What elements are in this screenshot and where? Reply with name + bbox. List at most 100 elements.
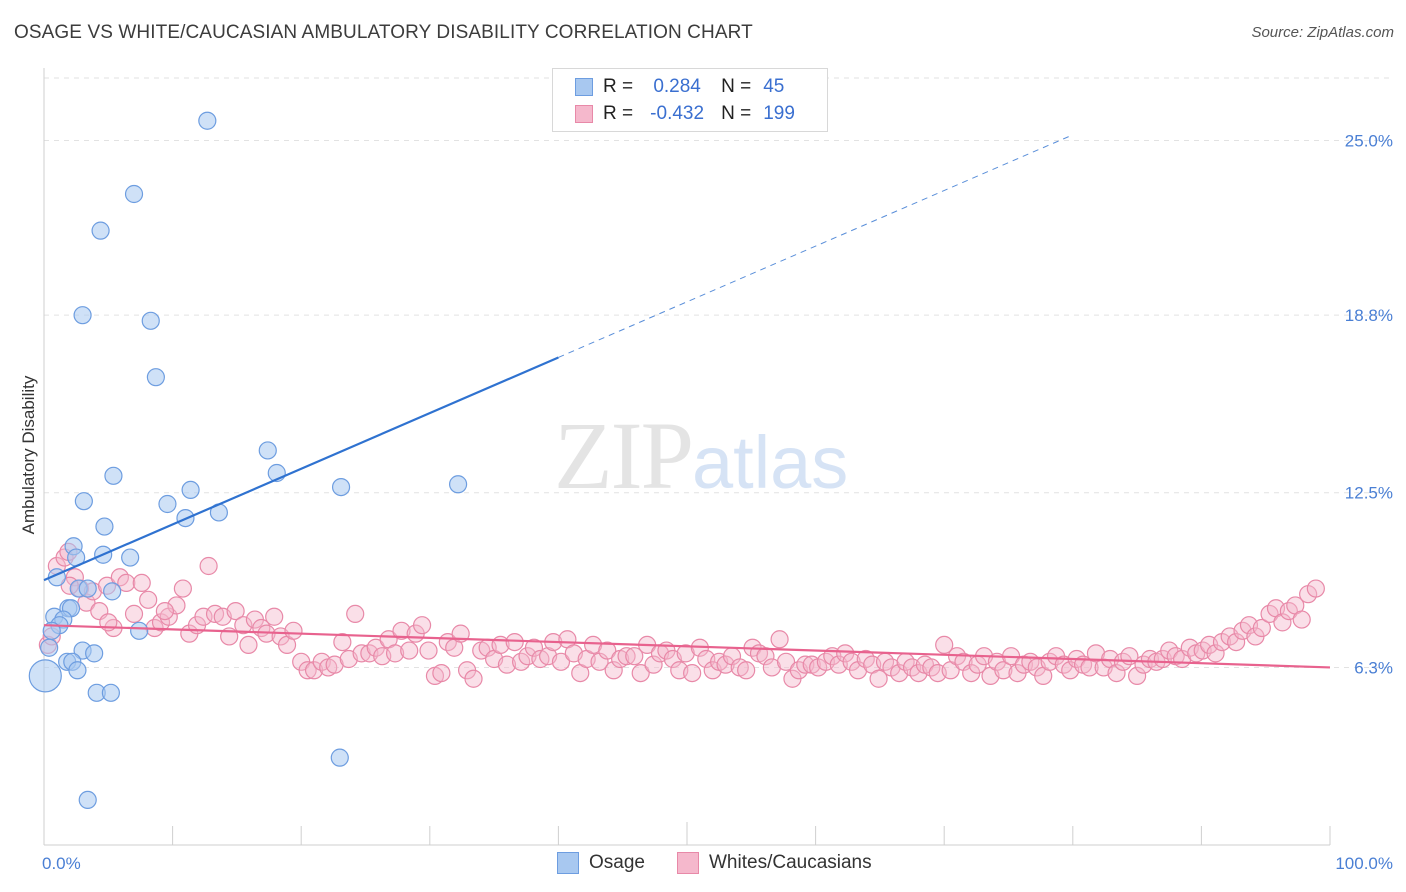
white-point — [239, 635, 258, 655]
white-point — [265, 607, 284, 626]
white-point — [234, 616, 253, 635]
white-point — [505, 632, 524, 652]
y-tick-label: 25.0% — [1345, 131, 1393, 150]
white-point — [776, 652, 796, 671]
y-tick-label: 6.3% — [1354, 658, 1393, 677]
legend-row-white: R = -0.432 N = 199 — [575, 102, 795, 126]
white-point — [737, 661, 756, 680]
white-point — [598, 641, 617, 660]
white-point — [1273, 613, 1292, 632]
white-point — [400, 641, 419, 660]
white-point — [392, 621, 411, 640]
white-point — [1227, 632, 1246, 652]
osage-legend-swatch — [557, 852, 579, 874]
white-point — [139, 590, 158, 609]
white-legend-label: Whites/Caucasians — [709, 852, 872, 873]
osage-point — [104, 466, 123, 485]
osage-n-value: 45 — [763, 76, 785, 97]
osage-point — [91, 221, 110, 240]
axes — [43, 68, 1331, 846]
white-point — [1107, 663, 1126, 683]
osage-point — [258, 441, 277, 460]
white-point — [1252, 618, 1271, 638]
white-point — [1127, 666, 1147, 686]
white-point — [464, 669, 483, 688]
osage-r-value: 0.284 — [653, 76, 701, 97]
white-point — [199, 556, 218, 576]
white-legend-swatch — [677, 852, 699, 874]
white-point — [617, 647, 636, 666]
chart-title: OSAGE VS WHITE/CAUCASIAN AMBULATORY DISA… — [14, 22, 753, 43]
white-point — [1292, 610, 1311, 629]
osage-point — [141, 311, 160, 330]
legend-row-osage: R = 0.284 N = 45 — [575, 75, 784, 99]
white-r-label: R = — [603, 103, 634, 124]
osage-points — [28, 111, 468, 810]
white-point — [1306, 579, 1325, 598]
osage-point — [95, 517, 114, 536]
osage-point — [74, 492, 93, 511]
white-points — [38, 542, 1325, 688]
white-point — [1206, 644, 1225, 663]
y-tick-label: 12.5% — [1345, 484, 1393, 503]
source-credit: Source: ZipAtlas.com — [1251, 24, 1394, 41]
white-point — [419, 641, 438, 660]
osage-point — [124, 184, 144, 204]
y-tick-label: 18.8% — [1345, 306, 1393, 325]
white-point — [524, 638, 544, 657]
x-tick-label: 100.0% — [1335, 854, 1393, 873]
white-point — [173, 579, 192, 598]
osage-point — [85, 644, 104, 663]
osage-point — [181, 480, 200, 500]
white-r-value: -0.432 — [650, 103, 705, 124]
tick-labels: 6.3% 12.5% 18.8% 25.0% 0.0% 100.0% Ambulatory … — [19, 131, 1393, 873]
white-swatch — [575, 105, 593, 123]
white-point — [497, 655, 517, 674]
correlation-legend: R = 0.284 N = 45 R = -0.432 N = 199 — [552, 68, 828, 132]
white-point — [551, 652, 571, 671]
white-point — [132, 573, 151, 593]
osage-point — [68, 661, 87, 680]
white-point — [226, 601, 245, 621]
osage-trend-extension — [558, 134, 1073, 358]
osage-point — [330, 748, 349, 767]
white-point — [284, 621, 303, 640]
watermark-zip: ZIP — [554, 402, 694, 509]
osage-point — [40, 638, 59, 657]
osage-point — [448, 475, 468, 494]
white-point — [869, 669, 888, 688]
white-point — [935, 635, 954, 655]
white-point — [756, 647, 775, 666]
osage-point — [121, 548, 140, 567]
white-n-label: N = — [721, 103, 752, 124]
white-point — [333, 632, 352, 652]
white-point — [346, 604, 365, 624]
white-point — [412, 616, 432, 635]
osage-swatch — [575, 78, 593, 96]
white-point — [683, 663, 702, 683]
osage-point — [101, 683, 120, 702]
white-point — [994, 661, 1013, 680]
white-point — [167, 596, 186, 615]
trend-lines — [43, 134, 1331, 669]
white-point — [117, 573, 136, 593]
bottom-legend-osage: Osage — [557, 852, 645, 874]
osage-point — [198, 111, 217, 130]
white-point — [770, 630, 789, 649]
osage-n-label: N = — [721, 76, 752, 97]
osage-point — [158, 494, 177, 514]
watermark: ZIPatlas — [554, 400, 848, 511]
bottom-legend-white: Whites/Caucasians — [677, 852, 872, 874]
white-point — [625, 647, 644, 666]
white-point — [631, 663, 650, 683]
osage-point — [331, 477, 351, 497]
watermark-atlas: atlas — [692, 421, 849, 504]
white-point — [604, 661, 623, 680]
osage-point — [146, 368, 165, 387]
osage-point — [78, 790, 97, 810]
white-n-value: 199 — [763, 103, 795, 124]
white-point — [155, 601, 174, 621]
osage-legend-label: Osage — [589, 852, 645, 873]
white-point — [432, 663, 451, 683]
